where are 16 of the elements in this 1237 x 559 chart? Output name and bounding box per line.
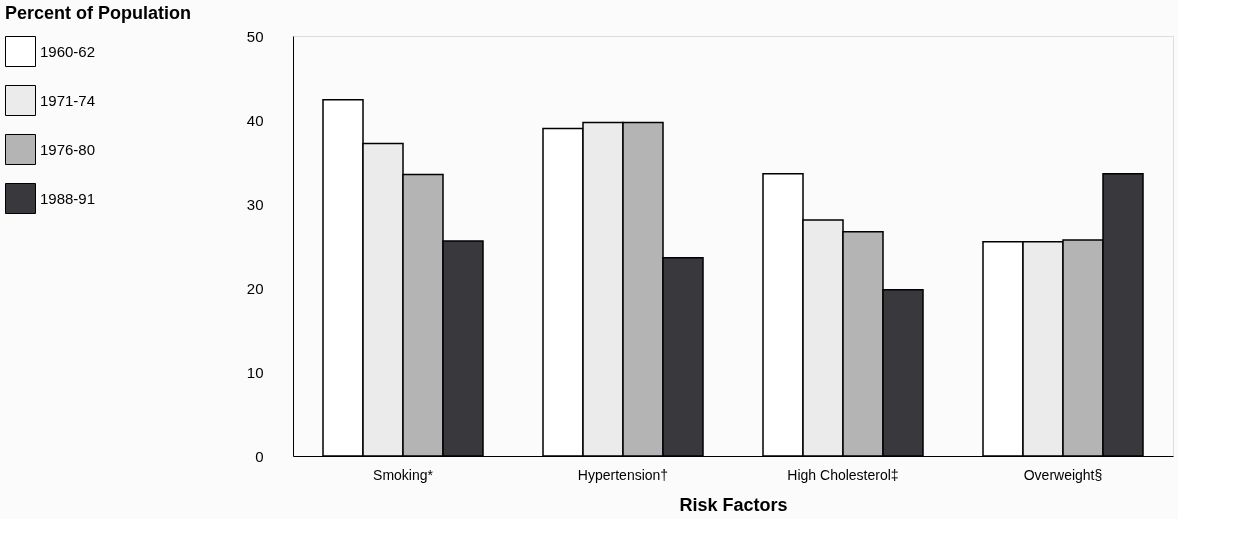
y-tick-label: 0 (255, 447, 264, 465)
x-tick-label: Hypertension† (577, 466, 669, 483)
y-axis-title: Percent of Population (5, 3, 192, 23)
legend-label: 1976-80 (40, 140, 96, 158)
x-tick-label: Overweight§ (1023, 466, 1103, 483)
y-tick-label: 50 (246, 27, 264, 45)
y-tick-label: 30 (246, 195, 264, 213)
y-tick-label: 10 (246, 363, 264, 381)
y-tick-label: 40 (246, 111, 264, 129)
legend-label: 1960-62 (40, 42, 96, 60)
legend-label: 1971-74 (40, 91, 96, 109)
x-axis-title: Risk Factors (679, 494, 788, 515)
legend-label: 1988-91 (40, 189, 96, 207)
x-tick-label: Smoking* (373, 466, 434, 483)
y-tick-label: 20 (246, 279, 264, 297)
x-tick-label: High Cholesterol‡ (787, 466, 899, 483)
